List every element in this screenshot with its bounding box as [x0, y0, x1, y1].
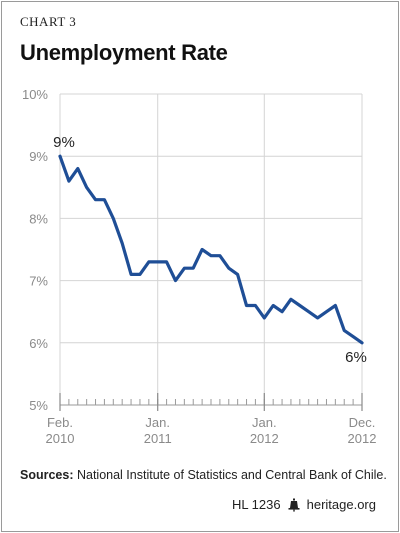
x-tick-label-month: Jan.	[252, 415, 277, 430]
y-tick-label: 5%	[29, 398, 48, 413]
data-label: 9%	[53, 134, 75, 151]
y-tick-label: 10%	[22, 87, 48, 102]
chart-title: Unemployment Rate	[20, 40, 228, 65]
y-tick-label: 8%	[29, 211, 48, 226]
footer-credit: HL 1236 heritage.org	[232, 497, 376, 512]
liberty-bell-icon	[288, 498, 300, 512]
x-tick-label-month: Feb.	[47, 415, 73, 430]
report-id: HL 1236	[231, 497, 281, 512]
y-tick-label: 9%	[29, 149, 48, 164]
site-name: heritage.org	[306, 497, 376, 512]
chart-number-label: CHART 3	[20, 14, 77, 29]
y-tick-label: 6%	[29, 336, 48, 351]
sources-note: Sources: National Institute of Statistic…	[20, 468, 387, 482]
sources-text: National Institute of Statistics and Cen…	[73, 468, 387, 482]
unemployment-line-chart: 5%6%7%8%9%10%Feb.2010Jan.2011Jan.2012Dec…	[22, 87, 377, 446]
x-tick-label-year: 2012	[348, 431, 377, 446]
x-tick-label-year: 2010	[46, 431, 75, 446]
sources-label: Sources:	[20, 468, 74, 482]
data-label: 6%	[345, 349, 367, 366]
unemployment-series-line	[58, 154, 364, 345]
x-tick-label-month: Jan.	[145, 415, 170, 430]
x-tick-label-year: 2011	[144, 431, 172, 446]
x-tick-label-month: Dec.	[349, 415, 376, 430]
y-tick-label: 7%	[29, 274, 48, 289]
x-tick-label-year: 2012	[250, 431, 279, 446]
